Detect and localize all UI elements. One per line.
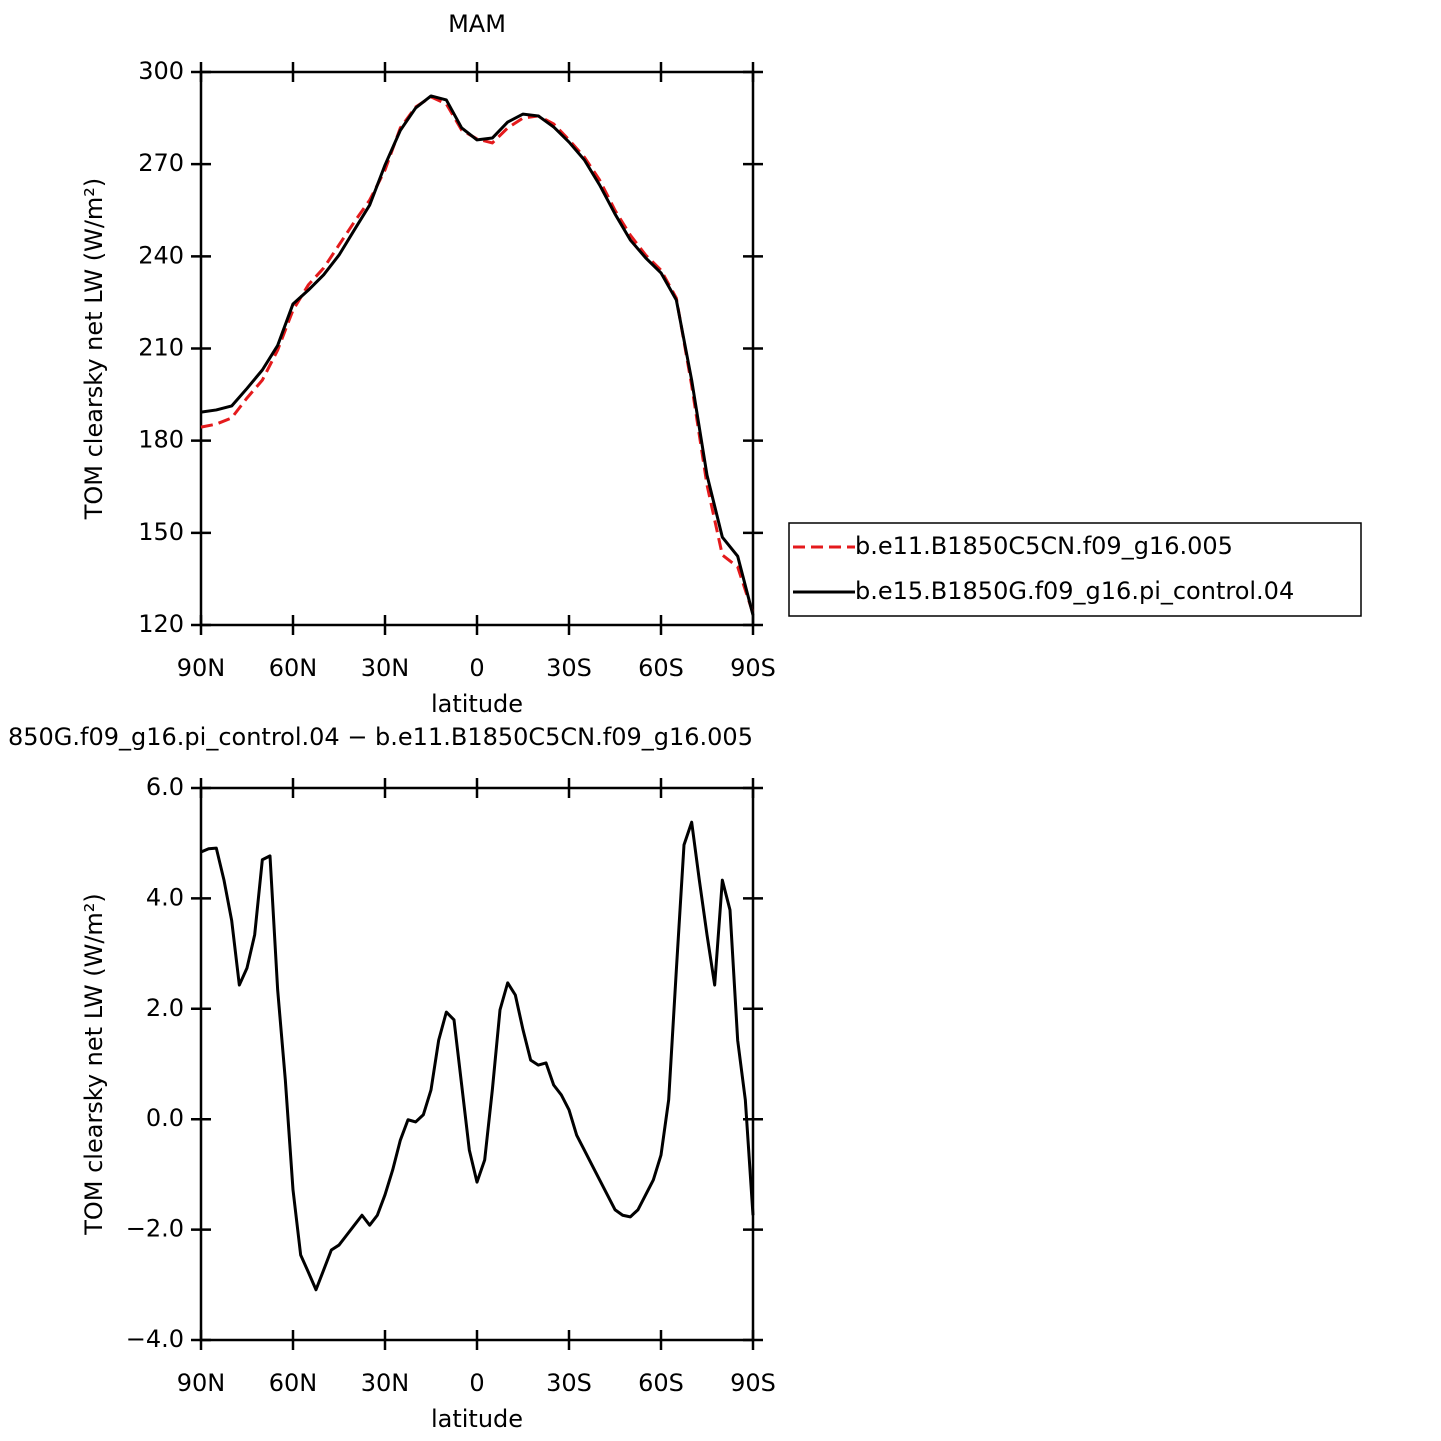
y-tick-label: −4.0 (126, 1325, 184, 1353)
x-tick-label: 0 (469, 654, 484, 682)
x-tick-label: 30N (361, 654, 410, 682)
x-tick-label: 60S (638, 1369, 684, 1397)
x-tick-label: 60S (638, 654, 684, 682)
x-tick-label: 30S (546, 1369, 592, 1397)
chart-title: MAM (448, 10, 506, 38)
data-line (200, 95, 755, 614)
y-tick-label: 150 (138, 518, 184, 546)
x-tick-label: 60N (269, 654, 318, 682)
x-tick-label: 90N (177, 1369, 226, 1397)
y-tick-label: 270 (138, 149, 184, 177)
x-tick-label: 90S (730, 654, 776, 682)
y-tick-label: 2.0 (146, 994, 184, 1022)
x-tick-label: 30S (546, 654, 592, 682)
chart-title: 850G.f09_g16.pi_control.04 − b.e11.B1850… (8, 723, 753, 751)
x-axis-label: latitude (431, 690, 523, 718)
x-tick-label: 30N (361, 1369, 410, 1397)
y-tick-label: −2.0 (126, 1215, 184, 1243)
x-tick-label: 60N (269, 1369, 318, 1397)
y-tick-label: 6.0 (146, 773, 184, 801)
y-tick-label: 120 (138, 610, 184, 638)
y-tick-label: 0.0 (146, 1104, 184, 1132)
x-tick-label: 90S (730, 1369, 776, 1397)
y-tick-label: 240 (138, 241, 184, 269)
legend-box (788, 522, 1362, 617)
y-tick-label: 300 (138, 57, 184, 85)
y-axis-label: TOM clearsky net LW (W/m²) (80, 893, 108, 1236)
plot-frame (199, 70, 755, 627)
x-axis-label: latitude (431, 1405, 523, 1433)
y-tick-label: 210 (138, 334, 184, 362)
data-line (200, 94, 755, 616)
x-tick-label: 0 (469, 1369, 484, 1397)
legend-label: b.e11.B1850C5CN.f09_g16.005 (855, 532, 1233, 560)
y-tick-label: 180 (138, 426, 184, 454)
legend-label: b.e15.B1850G.f09_g16.pi_control.04 (855, 577, 1294, 605)
data-line (200, 820, 755, 1292)
y-axis-label: TOM clearsky net LW (W/m²) (80, 178, 108, 521)
y-tick-label: 4.0 (146, 883, 184, 911)
x-tick-label: 90N (177, 654, 226, 682)
